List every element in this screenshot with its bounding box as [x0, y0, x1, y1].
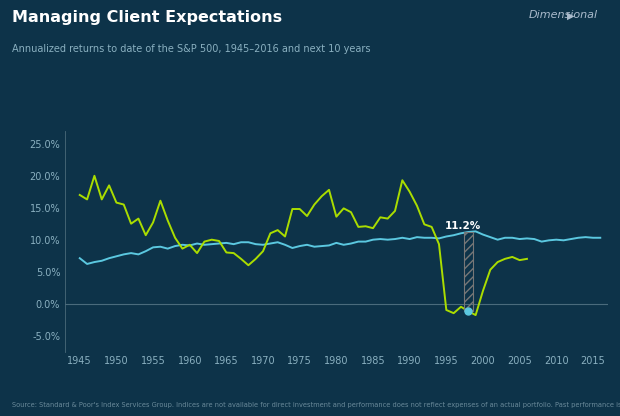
- Text: Dimensional: Dimensional: [529, 10, 598, 20]
- Text: Managing Client Expectations: Managing Client Expectations: [12, 10, 283, 25]
- Text: Source: Standard & Poor's Index Services Group. Indices are not available for di: Source: Standard & Poor's Index Services…: [12, 402, 620, 408]
- Text: ▶: ▶: [567, 10, 575, 20]
- Bar: [464, 232, 472, 311]
- Text: 11.2%: 11.2%: [445, 221, 481, 231]
- Text: Annualized returns to date of the S&P 500, 1945–2016 and next 10 years: Annualized returns to date of the S&P 50…: [12, 44, 371, 54]
